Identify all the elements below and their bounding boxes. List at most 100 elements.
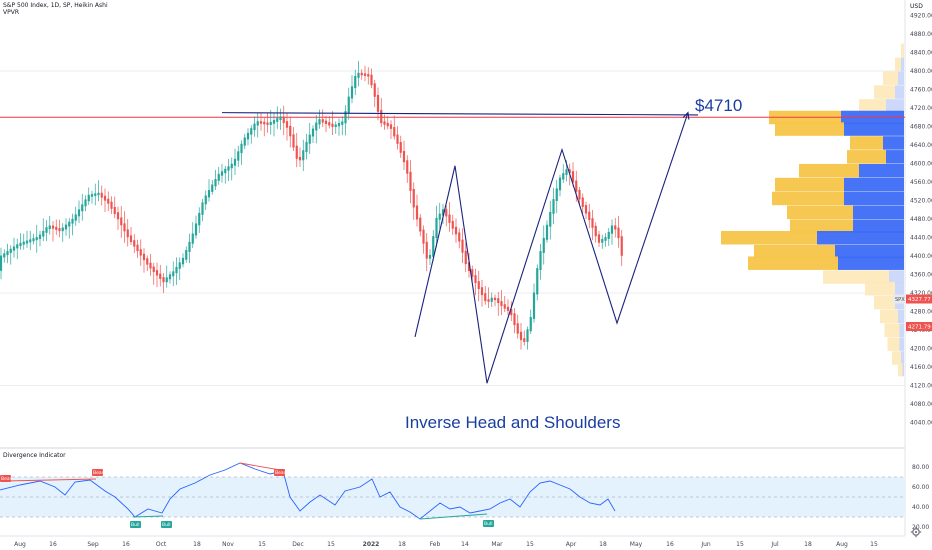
vpvr-bar-down-11 — [772, 191, 844, 206]
candle-body — [3, 253, 6, 258]
time-tick-label: Aug — [14, 541, 26, 548]
spx-price-tag-value: 4327.77 — [908, 297, 931, 303]
price-tick-label: 4880.00 — [910, 31, 932, 38]
price-tick-label: 4920.00 — [910, 13, 932, 20]
candle-body — [269, 121, 272, 125]
candle-body — [370, 74, 373, 86]
time-tick-label: Sep — [87, 541, 99, 548]
price-tick-label: 4280.00 — [910, 309, 932, 316]
candle-body — [175, 266, 178, 274]
price-tick-label: 4560.00 — [910, 179, 932, 186]
bear-label-3-bg — [274, 469, 285, 476]
bear-label-1-bg — [0, 475, 11, 482]
vpvr-bar-up-22 — [899, 337, 904, 351]
candle-body — [302, 150, 305, 161]
vpvr-bar-down-21 — [884, 323, 900, 337]
time-tick-label: Nov — [222, 541, 234, 548]
candle-body — [399, 142, 402, 153]
candle-body — [61, 227, 64, 232]
candle-body — [607, 231, 610, 239]
vpvr-bar-down-8 — [847, 150, 886, 164]
time-tick-label: 16 — [122, 541, 130, 548]
time-tick-label: Dec — [292, 541, 304, 548]
bull-label-2: Bull — [162, 522, 170, 528]
candle-body — [285, 121, 289, 128]
candle-body — [64, 224, 68, 230]
vpvr-bar-down-7 — [850, 136, 883, 150]
price-tick-label: 4480.00 — [910, 216, 932, 223]
candle-body — [113, 206, 116, 215]
candle-body — [292, 134, 295, 148]
candle-body — [461, 239, 464, 253]
candle-body — [480, 287, 484, 296]
vpvr-bar-down-13 — [790, 219, 853, 233]
vpvr-bar-up-20 — [898, 309, 904, 324]
candle-body — [490, 297, 493, 302]
vpvr-bar-up-13 — [853, 219, 904, 233]
vpvr-bar-up-21 — [899, 323, 904, 337]
price-tick-label: 4600.00 — [910, 161, 932, 168]
candle-body — [74, 214, 77, 221]
candle-body — [497, 298, 500, 304]
chart-settings-gear-icon[interactable] — [910, 526, 922, 538]
candle-body — [614, 225, 617, 230]
price-tick-label: 4440.00 — [910, 235, 932, 242]
time-tick-label: 16 — [49, 541, 57, 548]
candle-body — [172, 271, 175, 277]
candle-body — [276, 118, 279, 122]
rsi-tick-label: 80.00 — [912, 464, 929, 471]
vpvr-bar-up-12 — [853, 205, 904, 220]
vpvr-bar-down-14 — [721, 231, 817, 245]
candle-body — [298, 156, 302, 161]
target-price-label: $4710 — [695, 96, 742, 115]
candle-body — [29, 239, 32, 243]
candle-body — [282, 116, 285, 124]
candle-body — [152, 266, 155, 272]
vpvr-bar-up-3 — [895, 85, 904, 99]
vpvr-bar-down-4 — [859, 99, 886, 113]
time-tick-label: 18 — [804, 541, 812, 548]
candle-body — [224, 168, 227, 174]
price-axis: 4040.004080.004120.004160.004200.004240.… — [910, 13, 932, 427]
candle-body — [581, 197, 584, 207]
candle-body — [58, 228, 61, 232]
bull-label-3: Bull — [484, 521, 492, 527]
vpvr-bar-up-4 — [886, 99, 904, 113]
candle-body — [289, 125, 292, 137]
vpvr-bar-down-18 — [865, 281, 895, 296]
candle-body — [568, 169, 571, 174]
candle-body — [393, 127, 396, 137]
candle-body — [266, 122, 269, 125]
vpvr-bar-up-2 — [898, 71, 904, 85]
candle-body — [165, 277, 168, 283]
candle-body — [350, 86, 354, 99]
candle-body — [55, 226, 58, 230]
pattern-name-label: Inverse Head and Shoulders — [405, 413, 620, 432]
candle-body — [526, 329, 529, 342]
candle-body — [562, 173, 565, 180]
candle-body — [51, 225, 55, 229]
time-tick-label: Jun — [700, 541, 711, 548]
bear-label-2: Bear — [93, 470, 104, 476]
candle-body — [256, 121, 259, 126]
vpvr-bar-down-17 — [823, 270, 889, 284]
bull-label-1-bg — [130, 521, 141, 528]
vpvr-bar-down-1 — [895, 57, 901, 72]
candle-body — [107, 198, 110, 204]
candle-body — [331, 123, 334, 128]
candle-body — [94, 193, 97, 196]
candle-body — [90, 194, 94, 197]
time-tick-label: 15 — [258, 541, 266, 548]
candle-body — [376, 94, 380, 112]
vpvr-bar-down-12 — [787, 205, 853, 220]
candle-body — [539, 251, 542, 271]
candle-body — [604, 237, 607, 241]
candle-body — [71, 218, 74, 224]
candle-body — [207, 190, 211, 198]
candle-body — [146, 258, 149, 265]
candle-body — [565, 169, 568, 175]
candle-body — [474, 275, 477, 284]
candle-body — [601, 238, 604, 243]
candle-body — [383, 121, 386, 125]
